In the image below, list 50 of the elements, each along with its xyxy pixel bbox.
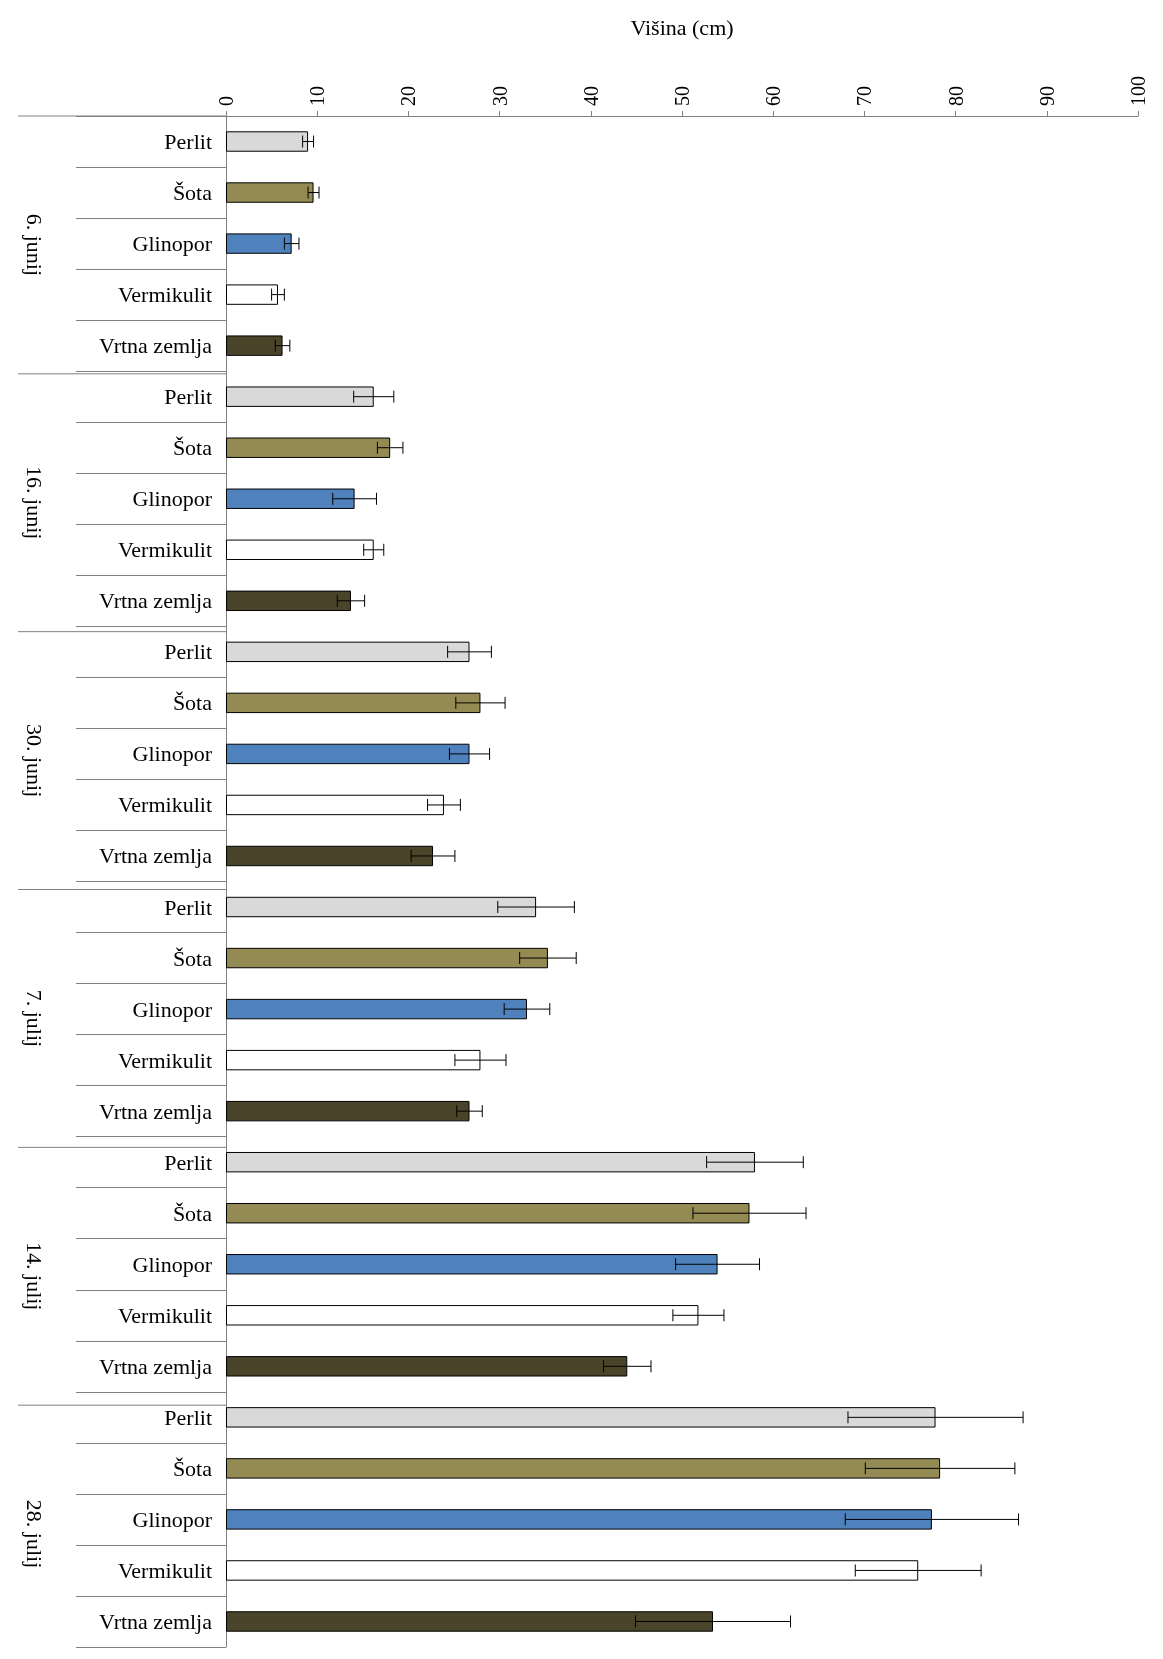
text: 14. julij: [21, 1242, 47, 1311]
y-tick-label: Vermikulit: [117, 282, 212, 308]
y-tick-label: Šota: [172, 945, 213, 971]
y-tick-label: Perlit: [164, 639, 212, 665]
y-tick-label: Vermikulit: [117, 1047, 212, 1073]
x-tick-label: 10: [306, 86, 329, 106]
y-tick-label: Vrtna zemlja: [99, 843, 213, 869]
bar: [226, 131, 309, 152]
x-tick-label: 70: [853, 86, 876, 106]
text: 16. junij: [21, 466, 47, 540]
y-tick-label: Glinopor: [132, 996, 213, 1022]
x-axis-title: Višina (cm): [630, 14, 734, 40]
y-tick-label: Glinopor: [132, 1251, 213, 1277]
text: 7. julij: [21, 989, 47, 1048]
y-tick-label: Glinopor: [132, 741, 213, 767]
y-tick-label: Vrtna zemlja: [99, 588, 213, 614]
x-tick-label: 20: [397, 86, 420, 106]
y-tick-label: Perlit: [164, 894, 212, 920]
y-tick-label: Glinopor: [132, 486, 213, 512]
y-tick-label: Glinopor: [132, 1506, 213, 1532]
y-tick-label: Šota: [172, 1200, 213, 1226]
y-tick-label: Vermikulit: [117, 1302, 212, 1328]
y-tick-label: Vermikulit: [117, 537, 212, 563]
x-tick-label: 100: [1127, 76, 1149, 106]
y-tick-label: Vrtna zemlja: [99, 1098, 213, 1124]
x-tick-label: 80: [944, 86, 967, 106]
y-tick-label: Vrtna zemlja: [99, 1353, 213, 1379]
text: 28. julij: [21, 1499, 47, 1569]
x-tick-label: 30: [488, 86, 511, 106]
y-tick-label: Perlit: [164, 129, 212, 155]
y-tick-label: Šota: [172, 690, 213, 716]
text: 6. junij: [21, 213, 47, 277]
x-tick-label: 0: [215, 96, 237, 106]
text: 30. junij: [21, 723, 47, 798]
y-tick-label: Vrtna zemlja: [99, 333, 213, 359]
y-tick-label: Perlit: [164, 1149, 212, 1175]
x-tick-label: 60: [762, 86, 785, 106]
x-tick-label: 90: [1035, 86, 1058, 106]
y-tick-label: Glinopor: [132, 231, 213, 257]
x-tick-label: 40: [579, 86, 602, 106]
y-tick-label: Perlit: [164, 1404, 212, 1430]
x-tick-label: 50: [671, 86, 693, 106]
bar: [226, 182, 314, 203]
y-tick-label: Šota: [172, 1455, 213, 1481]
y-tick-label: Vrtna zemlja: [99, 1608, 213, 1634]
y-tick-label: Perlit: [164, 384, 212, 410]
y-tick-label: Šota: [172, 435, 213, 461]
y-tick-label: Šota: [172, 180, 213, 206]
y-tick-label: Vermikulit: [117, 792, 212, 818]
y-tick-label: Vermikulit: [117, 1557, 212, 1583]
